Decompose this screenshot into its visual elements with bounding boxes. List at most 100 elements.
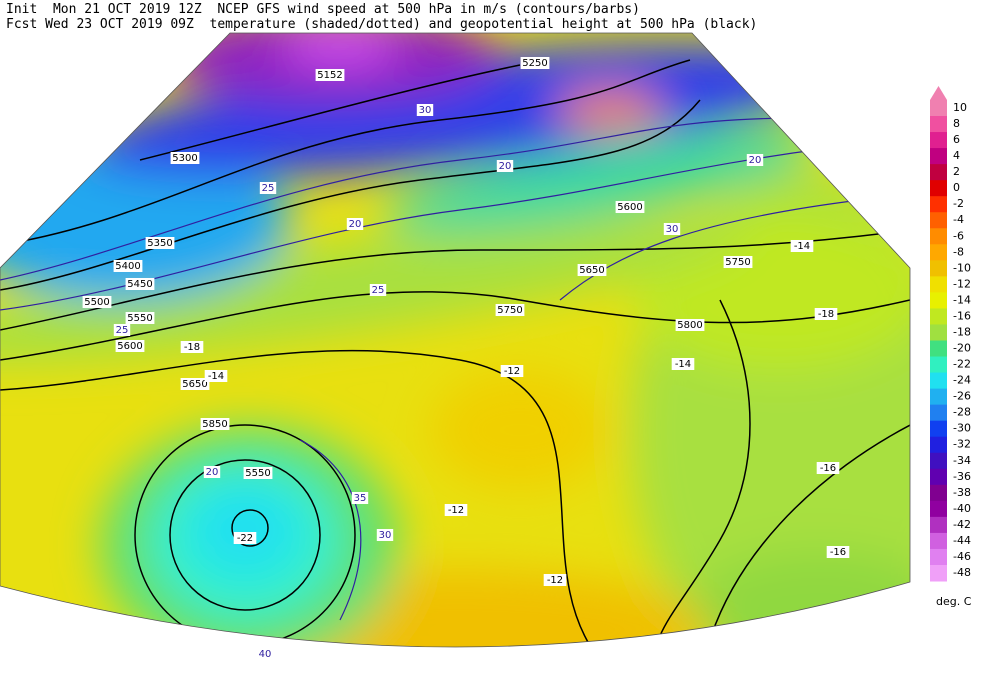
header-line: Fcst Wed 23 OCT 2019 09Z temperature (sh… — [6, 17, 757, 32]
colorbar-swatch — [930, 516, 947, 534]
label-box — [315, 69, 345, 81]
colorbar-label: -40 — [953, 502, 971, 515]
label-box — [113, 324, 131, 336]
colorbar-swatch — [930, 260, 947, 277]
height-label: 5300 — [172, 153, 197, 164]
colorbar-swatch — [930, 148, 947, 165]
height-label: 5750 — [725, 257, 750, 268]
height-label: 5400 — [115, 261, 140, 272]
temperature-label: -18 — [818, 309, 834, 320]
colorbar-swatch — [930, 388, 947, 406]
temperature-label: -12 — [448, 505, 464, 516]
colorbar-swatch — [930, 436, 947, 454]
colorbar-swatch — [930, 372, 947, 390]
colorbar-swatch — [930, 404, 947, 422]
temperature-label: -16 — [830, 547, 846, 558]
height-label: 5750 — [497, 305, 522, 316]
colorbar-swatch — [930, 452, 947, 470]
colorbar-swatch — [930, 99, 947, 117]
height-label: 5800 — [677, 320, 702, 331]
height-label: 5550 — [127, 313, 152, 324]
temperature-label: -22 — [237, 533, 253, 544]
wind-label: 20 — [499, 161, 512, 172]
label-box — [520, 57, 550, 69]
colorbar-label: -6 — [953, 229, 964, 242]
height-label: 5152 — [317, 70, 342, 81]
colorbar-swatch — [930, 356, 947, 374]
colorbar-label: -36 — [953, 470, 971, 483]
label-box — [671, 358, 695, 370]
colorbar-label: -30 — [953, 422, 971, 435]
label-box — [416, 104, 434, 116]
label-box — [243, 467, 273, 479]
colorbar-swatch — [930, 548, 947, 566]
height-contours — [0, 59, 910, 648]
colorbar-label: 6 — [953, 133, 960, 146]
label-box — [746, 154, 764, 166]
colorbar-label: 0 — [953, 181, 960, 194]
colorbar-swatch — [930, 292, 947, 309]
temperature-label: -18 — [184, 342, 200, 353]
colorbar: 10 8 6 4 2 0 -2 -4 -6 -8 -10 -12 -14 -16 -18 -20 -22 -24 -… — [930, 86, 971, 582]
colorbar-label: -32 — [953, 438, 971, 451]
temperature-label: -14 — [675, 359, 691, 370]
wind-label: 20 — [206, 467, 219, 478]
label-box — [444, 504, 468, 516]
colorbar-label: 4 — [953, 149, 960, 162]
label-box — [814, 308, 838, 320]
label-box — [675, 319, 705, 331]
colorbar-swatch — [930, 180, 947, 197]
label-box — [203, 466, 221, 478]
map-labels: 5300 5350 5400 5450 5500 5550 5600 5650 5850 5550… — [82, 57, 850, 660]
colorbar-label: -44 — [953, 534, 971, 547]
temperature-label: -12 — [504, 366, 520, 377]
wind-label: 20 — [749, 155, 762, 166]
wind-label: 35 — [354, 493, 367, 504]
height-label: 5250 — [522, 58, 547, 69]
colorbar-label: -2 — [953, 197, 964, 210]
colorbar-swatch — [930, 340, 947, 358]
label-box — [113, 260, 143, 272]
wind-label: 30 — [666, 224, 679, 235]
colorbar-label: -10 — [953, 261, 971, 274]
height-label: 5550 — [245, 468, 270, 479]
height-label: 5600 — [617, 202, 642, 213]
wind-label: 30 — [419, 105, 432, 116]
height-label: 5600 — [117, 341, 142, 352]
label-box — [369, 284, 387, 296]
colorbar-label: -48 — [953, 566, 971, 579]
colorbar-label: 10 — [953, 101, 967, 114]
wind-label: 30 — [379, 530, 392, 541]
label-box — [577, 264, 607, 276]
header-line: Init Mon 21 OCT 2019 12Z NCEP GFS wind s… — [6, 2, 640, 17]
label-box — [259, 182, 277, 194]
label-box — [256, 648, 274, 660]
colorbar-swatch — [930, 164, 947, 181]
label-box — [500, 365, 524, 377]
temperature-label: -16 — [820, 463, 836, 474]
height-label: 5350 — [147, 238, 172, 249]
label-box — [233, 532, 257, 544]
colorbar-label: -16 — [953, 309, 971, 322]
colorbar-label: -14 — [953, 293, 971, 306]
colorbar-label: -22 — [953, 358, 971, 371]
colorbar-label: -26 — [953, 390, 971, 403]
height-label: 5450 — [127, 279, 152, 290]
label-box — [495, 304, 525, 316]
label-box — [351, 492, 369, 504]
colorbar-swatch — [930, 276, 947, 293]
label-box — [204, 370, 228, 382]
label-box — [826, 546, 850, 558]
wind-label: 20 — [349, 219, 362, 230]
colorbar-swatch — [930, 244, 947, 261]
height-label: 5650 — [579, 265, 604, 276]
temperature-label: -14 — [208, 371, 224, 382]
colorbar-label: -38 — [953, 486, 971, 499]
label-box — [376, 529, 394, 541]
label-box — [115, 340, 145, 352]
colorbar-swatch — [930, 484, 947, 502]
map-area — [0, 33, 910, 648]
colorbar-label: -20 — [953, 342, 971, 355]
